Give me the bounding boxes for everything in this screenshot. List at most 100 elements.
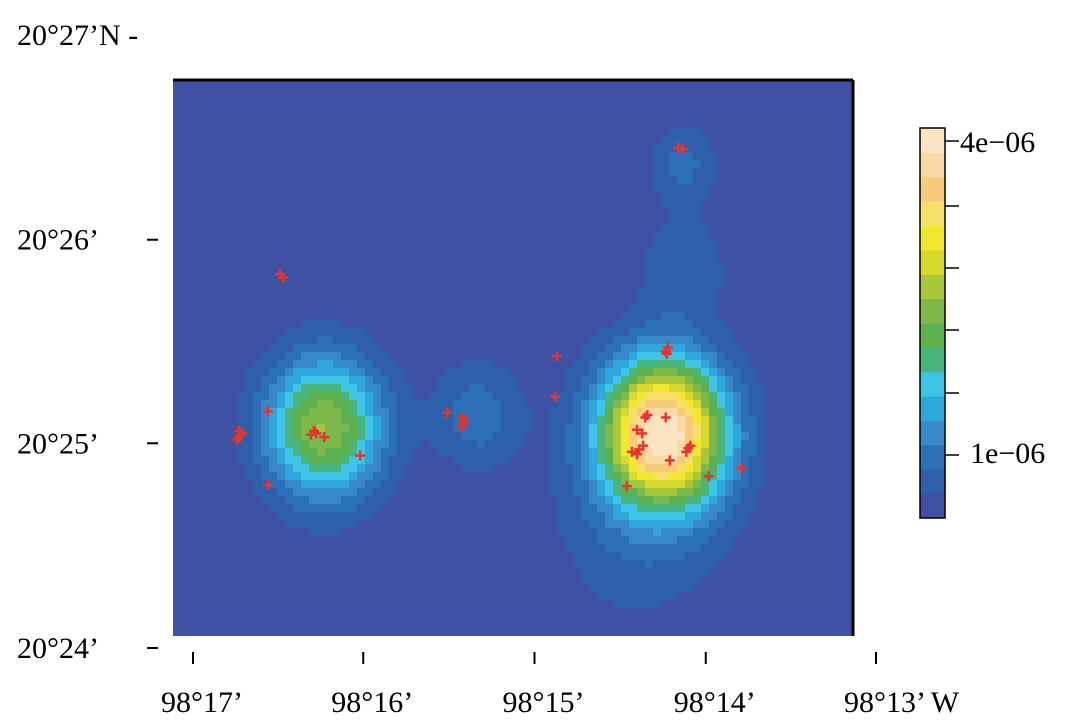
density-cell <box>357 336 366 345</box>
density-cell <box>237 576 246 585</box>
density-cell <box>269 552 278 561</box>
density-cell <box>245 584 254 593</box>
density-cell <box>453 136 462 145</box>
density-cell <box>461 616 470 625</box>
density-cell <box>445 248 454 257</box>
density-cell <box>541 224 550 233</box>
density-cell <box>357 480 366 489</box>
density-cell <box>701 480 710 489</box>
density-cell <box>477 352 486 361</box>
density-cell <box>733 208 742 217</box>
density-cell <box>301 488 310 497</box>
density-cell <box>213 424 222 433</box>
density-cell <box>205 200 214 209</box>
density-cell <box>285 128 294 137</box>
density-cell <box>725 568 734 577</box>
density-cell <box>549 520 558 529</box>
density-cell <box>453 592 462 601</box>
density-cell <box>525 232 534 241</box>
density-cell <box>661 360 670 369</box>
density-cell <box>709 320 718 329</box>
density-cell <box>725 296 734 305</box>
density-cell <box>581 104 590 113</box>
density-cell <box>725 144 734 153</box>
density-cell <box>229 80 238 89</box>
density-cell <box>181 120 190 129</box>
density-cell <box>181 176 190 185</box>
density-cell <box>709 120 718 129</box>
density-cell <box>285 560 294 569</box>
density-cell <box>221 296 230 305</box>
density-cell <box>493 464 502 473</box>
density-cell <box>701 208 710 217</box>
density-cell <box>285 88 294 97</box>
density-cell <box>733 360 742 369</box>
density-cell <box>645 496 654 505</box>
density-cell <box>597 376 606 385</box>
density-cell <box>581 232 590 241</box>
density-cell <box>477 456 486 465</box>
density-cell <box>429 416 438 425</box>
density-cell <box>517 520 526 529</box>
density-cell <box>605 488 614 497</box>
density-cell <box>293 512 302 521</box>
density-cell <box>269 520 278 529</box>
density-cell <box>549 512 558 521</box>
density-cell <box>693 240 702 249</box>
density-cell <box>573 328 582 337</box>
density-cell <box>333 256 342 265</box>
density-cell <box>429 408 438 417</box>
density-cell <box>669 400 678 409</box>
density-cell <box>237 312 246 321</box>
density-cell <box>229 576 238 585</box>
density-cell <box>229 328 238 337</box>
density-cell <box>189 248 198 257</box>
density-cell <box>373 456 382 465</box>
density-cell <box>245 456 254 465</box>
density-cell <box>637 352 646 361</box>
density-cell <box>645 248 654 257</box>
density-cell <box>221 376 230 385</box>
density-cell <box>245 512 254 521</box>
density-cell <box>213 504 222 513</box>
density-cell <box>293 584 302 593</box>
density-cell <box>725 480 734 489</box>
density-cell <box>629 192 638 201</box>
density-cell <box>333 328 342 337</box>
density-cell <box>397 248 406 257</box>
density-cell <box>413 536 422 545</box>
density-cell <box>709 360 718 369</box>
density-cell <box>237 528 246 537</box>
density-cell <box>549 440 558 449</box>
density-cell <box>653 320 662 329</box>
density-cell <box>549 376 558 385</box>
density-cell <box>621 296 630 305</box>
density-cell <box>221 536 230 545</box>
density-cell <box>261 208 270 217</box>
density-cell <box>453 296 462 305</box>
density-cell <box>181 248 190 257</box>
density-cell <box>205 560 214 569</box>
density-cell <box>525 552 534 561</box>
density-cell <box>701 616 710 625</box>
density-cell <box>261 536 270 545</box>
density-cell <box>357 584 366 593</box>
density-cell <box>469 416 478 425</box>
density-cell <box>477 472 486 481</box>
density-cell <box>485 312 494 321</box>
density-cell <box>653 368 662 377</box>
density-cell <box>477 408 486 417</box>
density-cell <box>645 152 654 161</box>
density-cell <box>189 392 198 401</box>
density-cell <box>525 208 534 217</box>
density-cell <box>429 600 438 609</box>
density-cell <box>533 232 542 241</box>
density-cell <box>517 584 526 593</box>
density-cell <box>253 448 262 457</box>
density-cell <box>461 336 470 345</box>
density-cell <box>677 136 686 145</box>
density-cell <box>437 544 446 553</box>
density-cell <box>173 600 182 609</box>
density-cell <box>213 176 222 185</box>
density-cell <box>301 264 310 273</box>
